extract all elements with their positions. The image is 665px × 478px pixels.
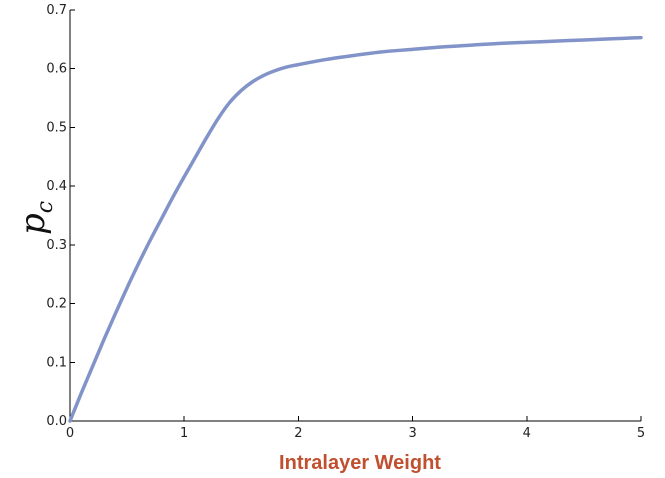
x-tick-label: 1 <box>180 426 188 441</box>
y-tick-label: 0.7 <box>46 3 67 18</box>
ticks: 0 1 2 3 4 5 0.0 0.1 0.2 0.3 0.4 0.5 0.6 0.7 <box>46 3 645 441</box>
x-tick-label: 2 <box>294 426 302 441</box>
axes <box>69 10 641 422</box>
x-tick-label: 5 <box>637 426 645 441</box>
x-tick-label: 0 <box>66 426 74 441</box>
y-tick-label: 0.2 <box>46 297 67 312</box>
x-tick-label: 4 <box>523 426 531 441</box>
y-tick-label: 0.5 <box>46 120 67 135</box>
y-tick-label: 0.6 <box>46 62 67 77</box>
y-tick-label: 0.3 <box>46 238 67 253</box>
y-tick-label: 0.1 <box>46 355 67 370</box>
y-axis-label-subscript: c <box>33 201 58 213</box>
y-tick-label: 0.4 <box>46 179 67 194</box>
series-layer <box>68 35 643 423</box>
y-axis-label: pc <box>13 201 58 235</box>
x-axis-label: Intralayer Weight <box>279 452 441 474</box>
y-tick-label: 0.0 <box>46 414 67 429</box>
y-axis-label-main: p <box>13 213 53 235</box>
x-tick-label: 3 <box>408 426 416 441</box>
series-line <box>68 35 643 423</box>
